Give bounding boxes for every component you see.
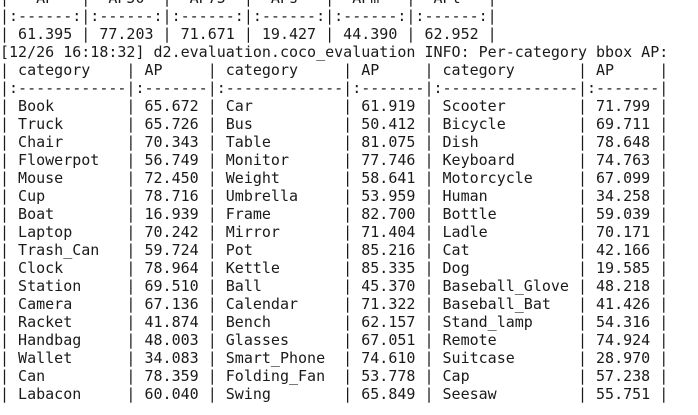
table-row: | Truck | 65.726 | Bus | 50.412 | Bicycl… xyxy=(0,115,669,133)
log-info-line: [12/26 16:18:32] d2.evaluation.coco_eval… xyxy=(0,43,669,61)
table-row: | Racket | 41.874 | Bench | 62.157 | Sta… xyxy=(0,313,669,331)
table-row: | Flowerpot | 56.749 | Monitor | 77.746 … xyxy=(0,151,669,169)
summary-separator-row: |:------:|:------:|:------:|:------:|:--… xyxy=(0,7,497,25)
table-row: | Mouse | 72.450 | Weight | 58.641 | Mot… xyxy=(0,169,669,187)
category-separator-row: |:------------|:-------|:-------------|:… xyxy=(0,79,669,97)
table-row: | Trash_Can | 59.724 | Pot | 85.216 | Ca… xyxy=(0,241,669,259)
table-row: | Camera | 67.136 | Calendar | 71.322 | … xyxy=(0,295,669,313)
table-row: | Boat | 16.939 | Frame | 82.700 | Bottl… xyxy=(0,205,669,223)
summary-header-row: | AP | AP50 | AP75 | APs | APm | APl | xyxy=(0,0,698,7)
table-row: | Wallet | 34.083 | Smart_Phone | 74.610… xyxy=(0,349,669,367)
table-row: | Cup | 78.716 | Umbrella | 53.959 | Hum… xyxy=(0,187,669,205)
table-row: | Station | 69.510 | Ball | 45.370 | Bas… xyxy=(0,277,669,295)
table-row: | Chair | 70.343 | Table | 81.075 | Dish… xyxy=(0,133,669,151)
summary-values-row: | 61.395 | 77.203 | 71.671 | 19.427 | 44… xyxy=(0,25,497,43)
table-row: | Laptop | 70.242 | Mirror | 71.404 | La… xyxy=(0,223,669,241)
terminal-output: | AP | AP50 | AP75 | APs | APm | APl | |… xyxy=(0,0,698,403)
table-row: | Book | 65.672 | Car | 61.919 | Scooter… xyxy=(0,97,669,115)
category-header-row: | category | AP | category | AP | catego… xyxy=(0,61,669,79)
table-row: | Labacon | 60.040 | Swing | 65.849 | Se… xyxy=(0,385,669,403)
table-row: | Clock | 78.964 | Kettle | 85.335 | Dog… xyxy=(0,259,669,277)
table-row: | Can | 78.359 | Folding_Fan | 53.778 | … xyxy=(0,367,669,385)
table-row: | Handbag | 48.003 | Glasses | 67.051 | … xyxy=(0,331,669,349)
